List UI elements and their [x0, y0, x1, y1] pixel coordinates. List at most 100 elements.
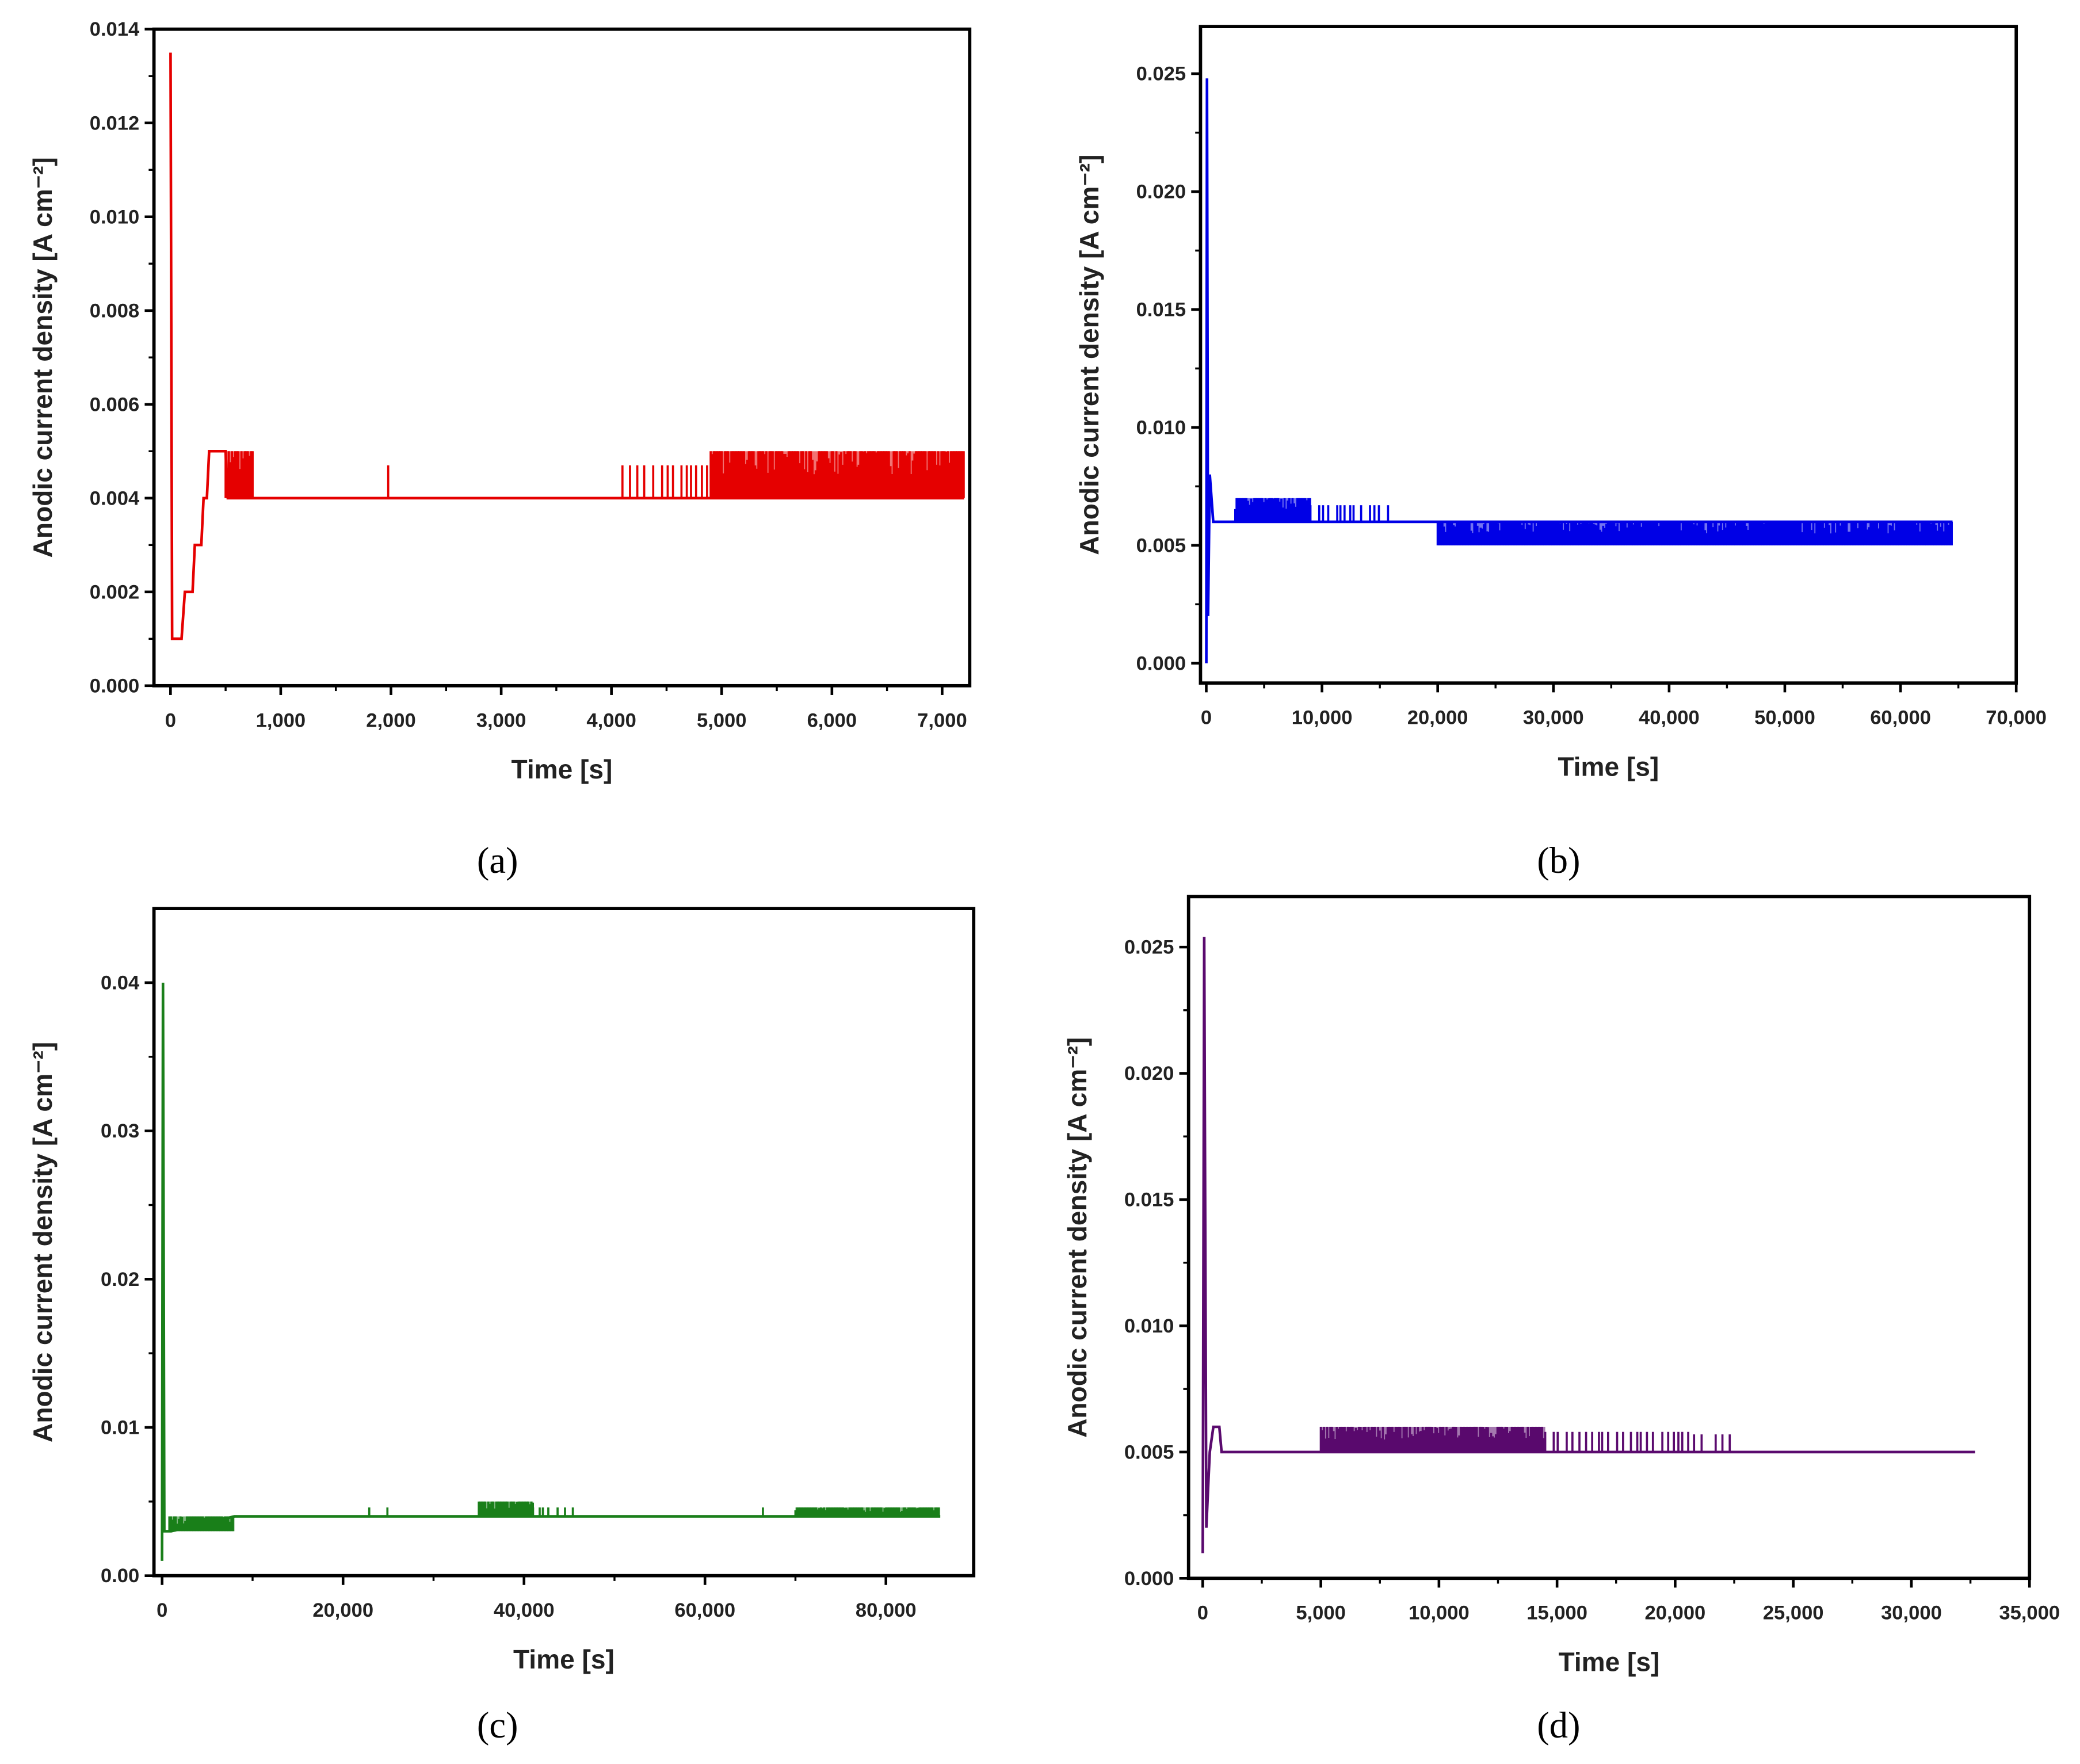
fluctuation-fill — [711, 451, 964, 498]
panel-caption: (a) — [477, 839, 518, 881]
y-tick-label: 0.04 — [101, 972, 140, 994]
x-tick-label: 20,000 — [1645, 1602, 1706, 1624]
data-line — [161, 982, 941, 1561]
x-tick-label: 30,000 — [1881, 1602, 1942, 1624]
fluctuation-band — [1693, 1434, 1731, 1452]
fluctuation-fill — [1235, 498, 1311, 522]
x-tick-label: 5,000 — [1296, 1602, 1346, 1624]
x-tick-label: 20,000 — [1407, 707, 1468, 729]
plot-frame — [152, 27, 972, 688]
x-axis-label: Time [s] — [1559, 1647, 1660, 1677]
y-tick-label: 0.03 — [101, 1120, 139, 1142]
fluctuation-band — [794, 1507, 941, 1517]
x-tick-label: 2,000 — [366, 709, 415, 731]
y-tick-label: 0.00 — [101, 1565, 139, 1587]
y-tick-label: 0.01 — [101, 1417, 139, 1439]
panel-caption: (b) — [1537, 839, 1580, 881]
x-tick-label: 70,000 — [1986, 707, 2047, 729]
y-tick-label: 0.004 — [90, 487, 140, 509]
panel-caption: (c) — [477, 1704, 518, 1746]
y-tick-label: 0.020 — [1124, 1063, 1174, 1085]
x-axis-label: Time [s] — [513, 1644, 615, 1674]
y-tick-label: 0.000 — [90, 675, 140, 697]
fluctuation-fill — [795, 1507, 941, 1517]
x-tick-label: 20,000 — [312, 1599, 373, 1621]
fluctuation-fill — [1437, 521, 1953, 545]
x-tick-label: 40,000 — [494, 1599, 555, 1621]
fluctuation-band — [478, 1501, 535, 1517]
x-tick-label: 4,000 — [586, 709, 636, 731]
y-tick-label: 0.025 — [1136, 63, 1186, 85]
x-axis-label: Time [s] — [1558, 752, 1659, 782]
y-tick-label: 0.012 — [90, 112, 140, 134]
chart-panel-d: 0 5,000 10,000 15,000 20,000 25,000 30,000 35,0… — [1062, 895, 2060, 1746]
x-tick-label: 50,000 — [1754, 707, 1815, 729]
chart-panel-c: 0 20,000 40,000 60,000 80,000 0.00 0.01 0.02 0.0… — [28, 907, 976, 1746]
fluctuation-band — [1544, 1431, 1689, 1452]
x-tick-label: 7,000 — [917, 709, 967, 731]
x-tick-label: 10,000 — [1409, 1602, 1470, 1624]
x-tick-label: 15,000 — [1526, 1602, 1587, 1624]
fluctuation-band — [168, 1516, 235, 1532]
plot-frame — [1186, 895, 2032, 1580]
x-tick-label: 30,000 — [1523, 707, 1584, 729]
x-tick-label: 60,000 — [674, 1599, 735, 1621]
fluctuation-fill — [479, 1501, 533, 1517]
y-tick-label: 0.006 — [90, 394, 140, 415]
x-tick-label: 1,000 — [256, 709, 306, 731]
data-line — [1201, 937, 1975, 1553]
fluctuation-band — [1436, 521, 1953, 545]
y-tick-label: 0.002 — [90, 581, 140, 603]
y-tick-label: 0.005 — [1136, 534, 1186, 556]
fluctuation-fill — [1320, 1426, 1545, 1452]
plot-frame — [1199, 25, 2018, 685]
y-tick-label: 0.010 — [1136, 417, 1186, 438]
fluctuation-band — [1309, 505, 1390, 522]
x-tick-label: 5,000 — [697, 709, 747, 731]
x-tick-label: 0 — [165, 709, 176, 731]
y-tick-label: 0.014 — [90, 18, 140, 40]
y-tick-label: 0.005 — [1124, 1441, 1174, 1463]
y-tick-label: 0.025 — [1124, 937, 1174, 959]
panel-caption: (d) — [1537, 1704, 1580, 1746]
y-axis-label: Anodic current density [A cm⁻²] — [28, 1042, 58, 1442]
fluctuation-band — [621, 465, 708, 498]
y-axis-label: Anodic current density [A cm⁻²] — [1062, 1037, 1092, 1438]
fluctuation-fill — [226, 451, 254, 498]
fluctuation-band — [532, 1507, 574, 1517]
y-axis-label: Anodic current density [A cm⁻²] — [28, 157, 58, 558]
fluctuation-band — [1234, 498, 1311, 522]
x-tick-label: 40,000 — [1639, 707, 1700, 729]
fluctuation-fill — [169, 1516, 235, 1532]
y-tick-label: 0.015 — [1136, 299, 1186, 320]
y-tick-label: 0.02 — [101, 1269, 139, 1290]
x-tick-label: 0 — [157, 1599, 167, 1621]
chart-panel-a: 0 1,000 2,000 3,000 4,000 5,000 6,000 7,000 0.00… — [28, 18, 972, 881]
fluctuation-band — [224, 451, 254, 498]
plot-frame — [152, 907, 976, 1578]
y-axis-label: Anodic current density [A cm⁻²] — [1074, 155, 1104, 555]
x-tick-label: 0 — [1201, 707, 1212, 729]
x-tick-label: 25,000 — [1763, 1602, 1824, 1624]
x-tick-label: 0 — [1197, 1602, 1208, 1624]
y-tick-label: 0.015 — [1124, 1189, 1174, 1211]
x-tick-label: 3,000 — [476, 709, 526, 731]
data-line — [1205, 78, 1953, 663]
x-tick-label: 80,000 — [856, 1599, 917, 1621]
data-line — [169, 52, 964, 640]
fluctuation-band — [709, 451, 965, 498]
x-tick-label: 35,000 — [1999, 1602, 2060, 1624]
x-tick-label: 10,000 — [1292, 707, 1353, 729]
fluctuation-band — [1319, 1426, 1545, 1452]
chart-panel-b: 0 10,000 20,000 30,000 40,000 50,000 60,000 70,… — [1074, 25, 2047, 881]
x-axis-label: Time [s] — [512, 754, 613, 784]
y-tick-label: 0.010 — [1124, 1315, 1174, 1337]
y-tick-label: 0.008 — [90, 300, 140, 322]
x-tick-label: 60,000 — [1870, 707, 1931, 729]
x-tick-label: 6,000 — [807, 709, 857, 731]
y-tick-label: 0.020 — [1136, 181, 1186, 203]
y-tick-label: 0.000 — [1124, 1568, 1174, 1590]
y-tick-label: 0.010 — [90, 206, 140, 228]
y-tick-label: 0.000 — [1136, 652, 1186, 674]
